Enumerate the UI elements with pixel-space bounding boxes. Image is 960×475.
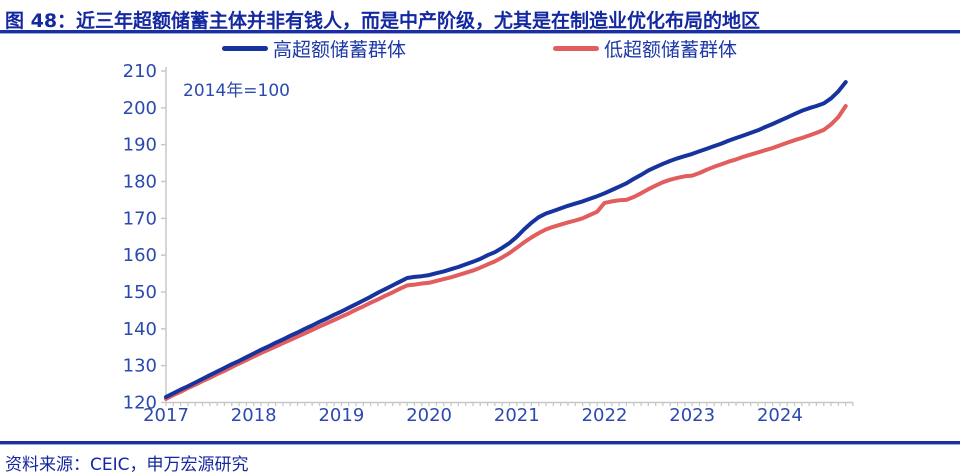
- x-tick-label: 2022: [582, 405, 628, 426]
- x-tick-label: 2020: [406, 405, 452, 426]
- x-tick-label: 2021: [494, 405, 540, 426]
- figure-title: 图 48：近三年超额储蓄主体并非有钱人，而是中产阶级，尤其是在制造业优化布局的地…: [5, 10, 761, 32]
- series-line-high-savings: [164, 80, 848, 399]
- x-tick-label: 2024: [757, 405, 803, 426]
- chart-legend: 高超额储蓄群体 低超额储蓄群体: [0, 36, 960, 61]
- index-base-annotation: 2014年=100: [183, 81, 290, 101]
- x-tick-label: 2019: [318, 405, 364, 426]
- y-tick-label: 180: [123, 172, 157, 193]
- y-tick-label: 140: [123, 319, 157, 340]
- legend-line-swatch-low: [553, 45, 599, 51]
- y-tick-label: 190: [123, 135, 157, 156]
- legend-item-low-savings-group: 低超额储蓄群体: [553, 36, 738, 61]
- y-tick-label: 120: [123, 393, 157, 414]
- y-tick-label: 160: [123, 245, 157, 266]
- x-tick-label: 2023: [669, 405, 715, 426]
- line-chart: 120 130 140 150 160 170 180 190 200 210 2017 2018 20…: [123, 61, 854, 426]
- source-note: 资料来源：CEIC，申万宏源研究: [5, 455, 249, 475]
- legend-item-high-savings-group: 高超额储蓄群体: [222, 36, 407, 61]
- y-tick-label: 170: [123, 208, 157, 229]
- y-tick-label: 150: [123, 282, 157, 303]
- title-underline: [0, 30, 960, 34]
- x-tick-label: 2018: [231, 405, 277, 426]
- y-tick-label: 200: [123, 98, 157, 119]
- y-tick-label: 210: [123, 61, 157, 82]
- legend-line-swatch-high: [222, 45, 268, 51]
- y-tick-label: 130: [123, 356, 157, 377]
- legend-label-high: 高超额储蓄群体: [273, 38, 407, 61]
- legend-label-low: 低超额储蓄群体: [604, 38, 738, 61]
- x-tick-label: 2017: [143, 405, 189, 426]
- footer-divider: [0, 441, 960, 445]
- series-line-low-savings: [164, 104, 848, 401]
